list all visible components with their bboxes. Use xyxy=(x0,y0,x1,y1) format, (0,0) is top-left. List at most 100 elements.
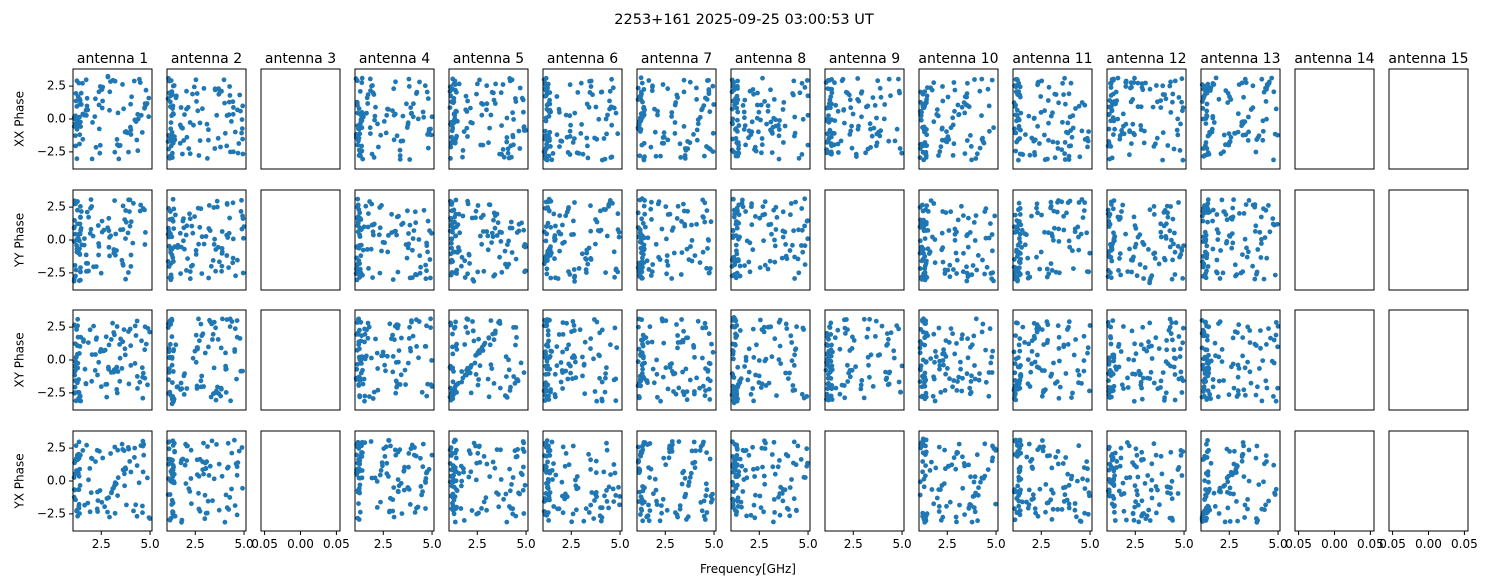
data-point xyxy=(513,99,519,104)
data-point xyxy=(974,452,980,458)
data-point xyxy=(789,477,794,482)
data-point xyxy=(397,147,403,153)
data-point xyxy=(1109,77,1115,82)
data-point xyxy=(709,341,714,347)
data-point xyxy=(874,131,880,137)
data-point xyxy=(357,509,363,515)
data-point xyxy=(224,253,230,258)
data-point xyxy=(1032,152,1038,158)
data-point xyxy=(1255,384,1260,390)
data-point xyxy=(569,355,575,360)
data-point xyxy=(923,437,929,443)
data-point xyxy=(1012,212,1018,218)
data-point xyxy=(747,269,753,275)
data-point xyxy=(1273,332,1279,338)
data-point xyxy=(234,376,239,382)
data-point xyxy=(940,259,946,265)
data-point xyxy=(1158,385,1163,390)
data-point xyxy=(584,270,589,275)
data-point xyxy=(106,342,112,348)
data-point xyxy=(74,156,80,162)
data-point xyxy=(697,385,702,391)
data-point xyxy=(734,205,740,211)
data-point xyxy=(1120,202,1126,208)
data-point xyxy=(750,247,756,253)
data-point xyxy=(564,209,570,215)
data-point xyxy=(230,111,236,117)
data-point xyxy=(1167,83,1173,89)
data-point xyxy=(518,360,524,366)
data-point xyxy=(1164,347,1170,353)
data-point xyxy=(186,146,192,152)
data-point xyxy=(878,94,884,100)
data-point xyxy=(578,131,584,136)
data-point xyxy=(1240,132,1246,138)
data-point xyxy=(1199,345,1205,351)
data-point xyxy=(697,260,703,265)
data-point xyxy=(490,459,496,465)
panel-frame xyxy=(1106,68,1187,170)
data-point xyxy=(835,108,841,114)
data-point xyxy=(789,340,795,345)
data-point xyxy=(453,437,458,443)
data-point xyxy=(1229,245,1235,251)
data-point xyxy=(181,392,187,397)
data-point xyxy=(77,231,83,237)
data-point xyxy=(1253,223,1259,229)
data-point xyxy=(894,323,900,329)
data-point xyxy=(1158,221,1164,227)
data-point xyxy=(607,98,612,104)
data-point xyxy=(466,251,472,257)
data-point xyxy=(658,153,663,159)
data-point xyxy=(1080,476,1085,482)
data-point xyxy=(1245,359,1250,365)
data-point xyxy=(711,102,717,107)
data-point xyxy=(117,143,123,148)
data-point xyxy=(647,441,653,446)
data-point xyxy=(1158,378,1164,384)
data-point xyxy=(664,236,669,242)
data-point xyxy=(210,498,215,504)
data-point xyxy=(582,391,588,397)
panel-title: antenna 6 xyxy=(547,51,618,67)
data-point xyxy=(506,261,512,267)
data-point xyxy=(1134,273,1140,279)
data-point xyxy=(184,223,190,229)
data-point xyxy=(756,109,762,115)
data-point xyxy=(702,200,708,206)
data-point xyxy=(985,86,991,92)
data-point xyxy=(1017,212,1023,217)
data-point xyxy=(976,377,982,383)
data-point xyxy=(184,386,190,391)
subplot-panel xyxy=(165,189,247,291)
data-point xyxy=(451,99,457,105)
data-point xyxy=(544,106,550,112)
data-point xyxy=(234,318,240,323)
data-point xyxy=(224,505,230,511)
data-point xyxy=(374,350,380,356)
data-point xyxy=(745,377,751,383)
data-point xyxy=(1216,354,1222,360)
data-point xyxy=(373,104,378,110)
data-point xyxy=(936,504,942,509)
data-point xyxy=(954,388,960,393)
data-point xyxy=(225,465,230,471)
data-point xyxy=(233,273,239,279)
data-point xyxy=(661,340,667,346)
data-point xyxy=(1040,389,1046,395)
data-point xyxy=(1210,81,1216,86)
data-point xyxy=(665,86,671,92)
data-point xyxy=(735,495,741,501)
data-point xyxy=(465,365,471,371)
data-point xyxy=(521,464,526,470)
data-point xyxy=(938,389,944,395)
data-point xyxy=(500,82,506,87)
data-point xyxy=(691,132,696,137)
data-point xyxy=(1027,152,1033,158)
data-point xyxy=(196,241,202,247)
data-point xyxy=(926,251,932,256)
data-point xyxy=(1075,224,1081,230)
data-point xyxy=(749,119,755,125)
data-point xyxy=(699,106,705,112)
data-point xyxy=(190,230,196,236)
